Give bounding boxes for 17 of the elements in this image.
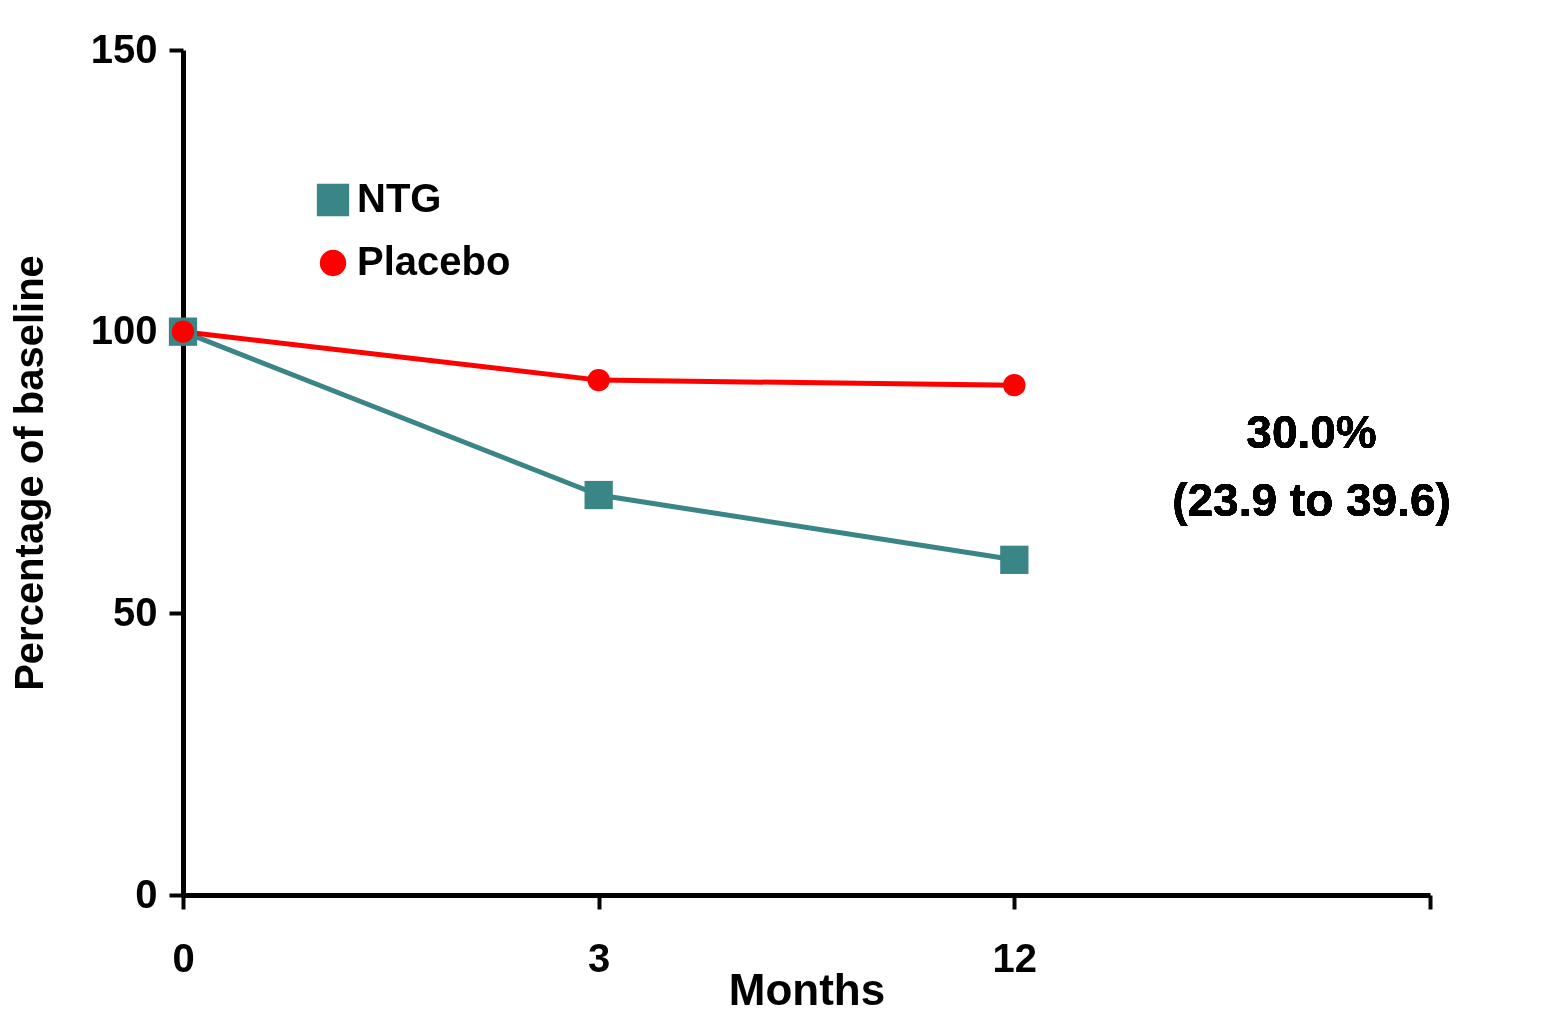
y-tick-label: 50 xyxy=(113,589,158,634)
x-axis-title: Months xyxy=(728,964,886,1010)
x-tick-label: 3 xyxy=(588,935,611,980)
y-tick-label: 150 xyxy=(90,26,158,71)
y-tick-label: 100 xyxy=(90,308,158,353)
x-tick-label: 0 xyxy=(172,935,195,980)
point xyxy=(587,368,610,392)
point xyxy=(584,480,613,510)
legend-label: NTG xyxy=(357,176,442,220)
annotation: (23.9 to 39.6) xyxy=(1172,474,1451,527)
annotation: 30.0% xyxy=(1246,406,1377,459)
y-axis-title: Percentage of baseline xyxy=(6,255,51,691)
point xyxy=(1000,545,1029,574)
y-tick-label: 0 xyxy=(135,871,158,916)
legend-label: Placebo xyxy=(357,239,511,283)
x-tick-label: 12 xyxy=(992,935,1038,980)
point xyxy=(1003,374,1026,397)
